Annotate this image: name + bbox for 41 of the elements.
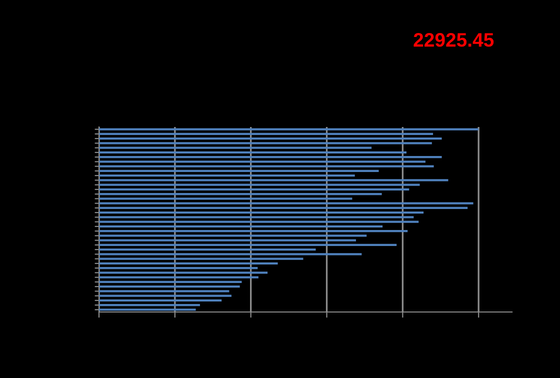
bar [99, 202, 474, 204]
bar [99, 280, 242, 283]
bar [99, 294, 232, 297]
bar [99, 258, 304, 260]
bar [99, 198, 352, 200]
chart-title: 22925.45 [414, 33, 494, 47]
bar [99, 272, 268, 274]
bar [99, 248, 316, 251]
bar [99, 253, 362, 256]
bar [99, 220, 419, 223]
bar [99, 132, 434, 135]
bar [99, 165, 434, 168]
bar [99, 299, 222, 302]
bar [99, 308, 196, 311]
bar [99, 262, 278, 264]
bar [99, 230, 408, 232]
bar [99, 286, 240, 288]
bar [99, 239, 356, 242]
bar [99, 156, 442, 158]
bar [99, 290, 230, 292]
bar [99, 179, 448, 182]
bar [99, 184, 420, 186]
bar [99, 304, 200, 306]
bar [99, 188, 410, 190]
bar [99, 225, 383, 228]
bar [99, 193, 382, 196]
bar [99, 276, 258, 278]
bar [99, 244, 397, 246]
bar [99, 138, 442, 140]
bar [99, 174, 355, 177]
bar [99, 151, 406, 154]
bar [99, 170, 379, 172]
bar [99, 146, 372, 149]
bar [99, 216, 414, 218]
bar [99, 267, 258, 270]
bar [99, 234, 367, 237]
bar [99, 212, 424, 214]
bar [99, 128, 479, 130]
bar [99, 160, 426, 163]
bar [99, 142, 432, 144]
bar [99, 206, 468, 209]
